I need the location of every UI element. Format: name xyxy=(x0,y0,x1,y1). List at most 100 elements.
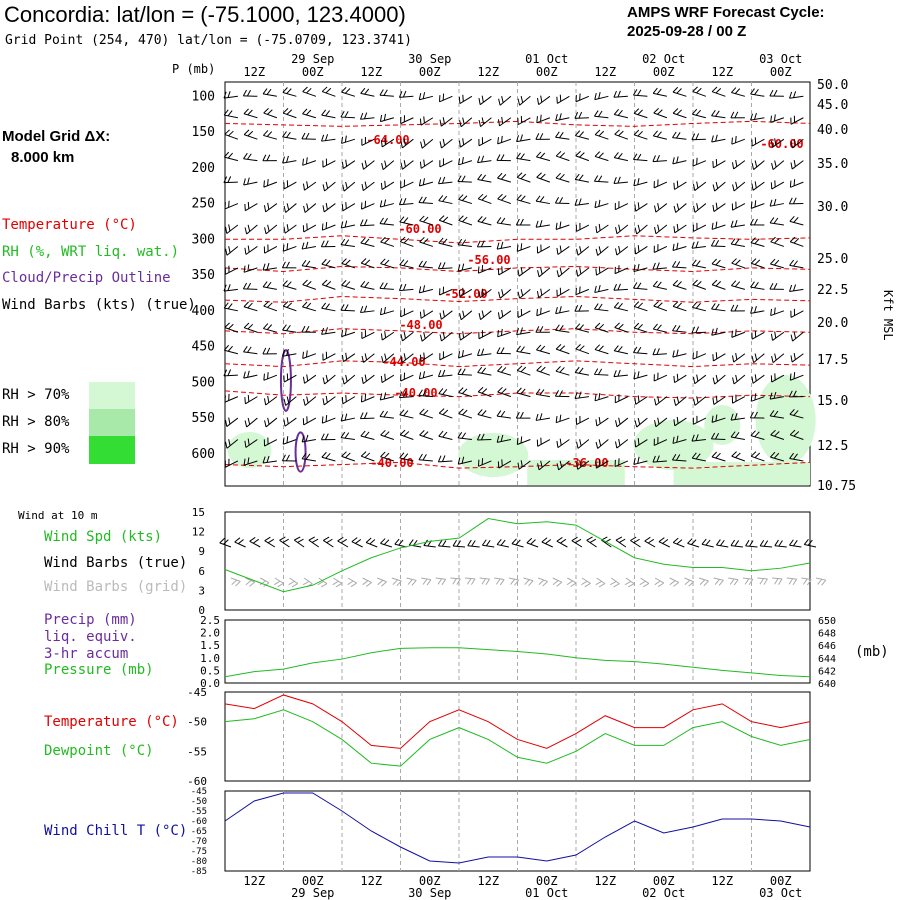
barb-feather xyxy=(656,324,662,331)
barb-shaft xyxy=(675,203,687,213)
barb-feather xyxy=(441,369,446,377)
barb-shaft xyxy=(303,417,317,426)
barb-feather xyxy=(710,239,716,247)
upper-wind-barb xyxy=(438,388,453,398)
barb-feather xyxy=(693,376,696,384)
barb-feather xyxy=(691,108,698,115)
upper-wind-barb xyxy=(321,86,336,97)
barb-feather xyxy=(676,88,682,94)
barb-feather xyxy=(244,247,247,255)
barb-feather xyxy=(676,281,682,287)
barb-feather xyxy=(286,396,290,404)
bottom-time-label: 12Z xyxy=(594,874,616,888)
barb-shaft xyxy=(774,545,787,548)
barb-shaft xyxy=(653,181,668,189)
barb-feather xyxy=(711,415,714,423)
barb-feather xyxy=(442,388,448,395)
barb-feather xyxy=(731,451,737,457)
upper-wind-barb xyxy=(457,368,472,376)
barb-feather xyxy=(516,328,520,335)
barb-feather xyxy=(735,159,738,167)
upper-wind-barb xyxy=(633,371,648,380)
upper-wind-barb xyxy=(419,236,434,247)
barb-feather xyxy=(790,162,793,170)
barb-feather xyxy=(730,539,736,546)
barb-shaft xyxy=(596,224,609,234)
barb-feather xyxy=(558,197,564,204)
upper-wind-barb xyxy=(652,130,667,140)
wind-tick-label: 15 xyxy=(192,506,205,519)
upper-wind-barb xyxy=(380,236,395,247)
barb-feather xyxy=(754,306,757,313)
barb-feather xyxy=(790,141,794,149)
barb-shaft xyxy=(321,307,336,312)
barb-shaft xyxy=(653,92,667,97)
barb-shaft xyxy=(601,539,612,548)
barb-feather xyxy=(560,538,567,544)
barb-feather xyxy=(419,118,422,126)
barb-feather xyxy=(793,372,796,379)
barb-feather xyxy=(247,201,250,209)
barb-feather xyxy=(302,86,308,93)
barb-shaft xyxy=(304,203,317,213)
barb-feather xyxy=(244,420,248,428)
sfc-wind-barb-grid xyxy=(421,577,432,586)
barb-shaft xyxy=(772,353,785,364)
barb-feather xyxy=(442,93,445,101)
barb-shaft xyxy=(684,577,694,583)
upper-wind-barb xyxy=(360,451,375,462)
barb-feather xyxy=(615,441,618,449)
barb-feather xyxy=(653,181,655,188)
barb-feather xyxy=(613,177,617,184)
precip-tick-label: 0.0 xyxy=(200,677,220,690)
barb-shaft xyxy=(264,540,276,548)
barb-shaft xyxy=(391,577,402,582)
upper-wind-barb xyxy=(633,153,648,162)
barb-feather xyxy=(614,322,620,328)
barb-feather xyxy=(693,205,696,213)
barb-shaft xyxy=(497,198,512,205)
barb-shaft xyxy=(555,310,570,315)
barb-shaft xyxy=(363,160,375,170)
barb-feather xyxy=(579,246,582,253)
upper-wind-barb xyxy=(575,267,590,277)
barb-feather xyxy=(576,441,579,449)
barb-feather xyxy=(657,417,660,425)
barb-shaft xyxy=(557,288,570,297)
upper-wind-barb xyxy=(535,326,550,333)
barb-shaft xyxy=(324,181,336,192)
barb-feather xyxy=(672,86,679,93)
barb-feather xyxy=(711,279,718,286)
barb-feather xyxy=(556,440,559,448)
barb-feather xyxy=(497,312,500,319)
sfc-wind-barb-true xyxy=(541,537,553,548)
barb-feather xyxy=(692,417,694,425)
barb-feather xyxy=(305,260,311,267)
barb-feather xyxy=(457,238,463,246)
barb-shaft xyxy=(555,177,570,183)
barb-feather xyxy=(676,416,679,424)
barb-feather xyxy=(618,394,620,402)
upper-wind-barb xyxy=(496,217,511,226)
upper-wind-barb xyxy=(303,396,317,406)
barb-feather xyxy=(423,309,425,317)
precip-tick-label: 0.5 xyxy=(200,664,220,677)
upper-wind-barb xyxy=(478,117,492,127)
barb-shaft xyxy=(322,160,336,168)
barb-feather xyxy=(637,178,640,185)
upper-wind-barb xyxy=(555,113,570,122)
isotherm-label: -64.00 xyxy=(366,133,409,147)
barb-shaft xyxy=(282,284,297,290)
barb-shaft xyxy=(337,540,349,548)
barb-feather xyxy=(439,312,442,320)
barb-feather xyxy=(653,245,655,253)
barb-feather xyxy=(244,440,247,448)
barb-feather xyxy=(516,244,519,252)
barb-feather xyxy=(379,393,383,401)
barb-shaft xyxy=(360,224,375,227)
barb-feather xyxy=(793,115,796,123)
upper-wind-barb xyxy=(770,307,785,317)
barb-shaft xyxy=(458,267,472,272)
barb-feather xyxy=(264,420,267,428)
barb-shaft xyxy=(402,138,414,149)
